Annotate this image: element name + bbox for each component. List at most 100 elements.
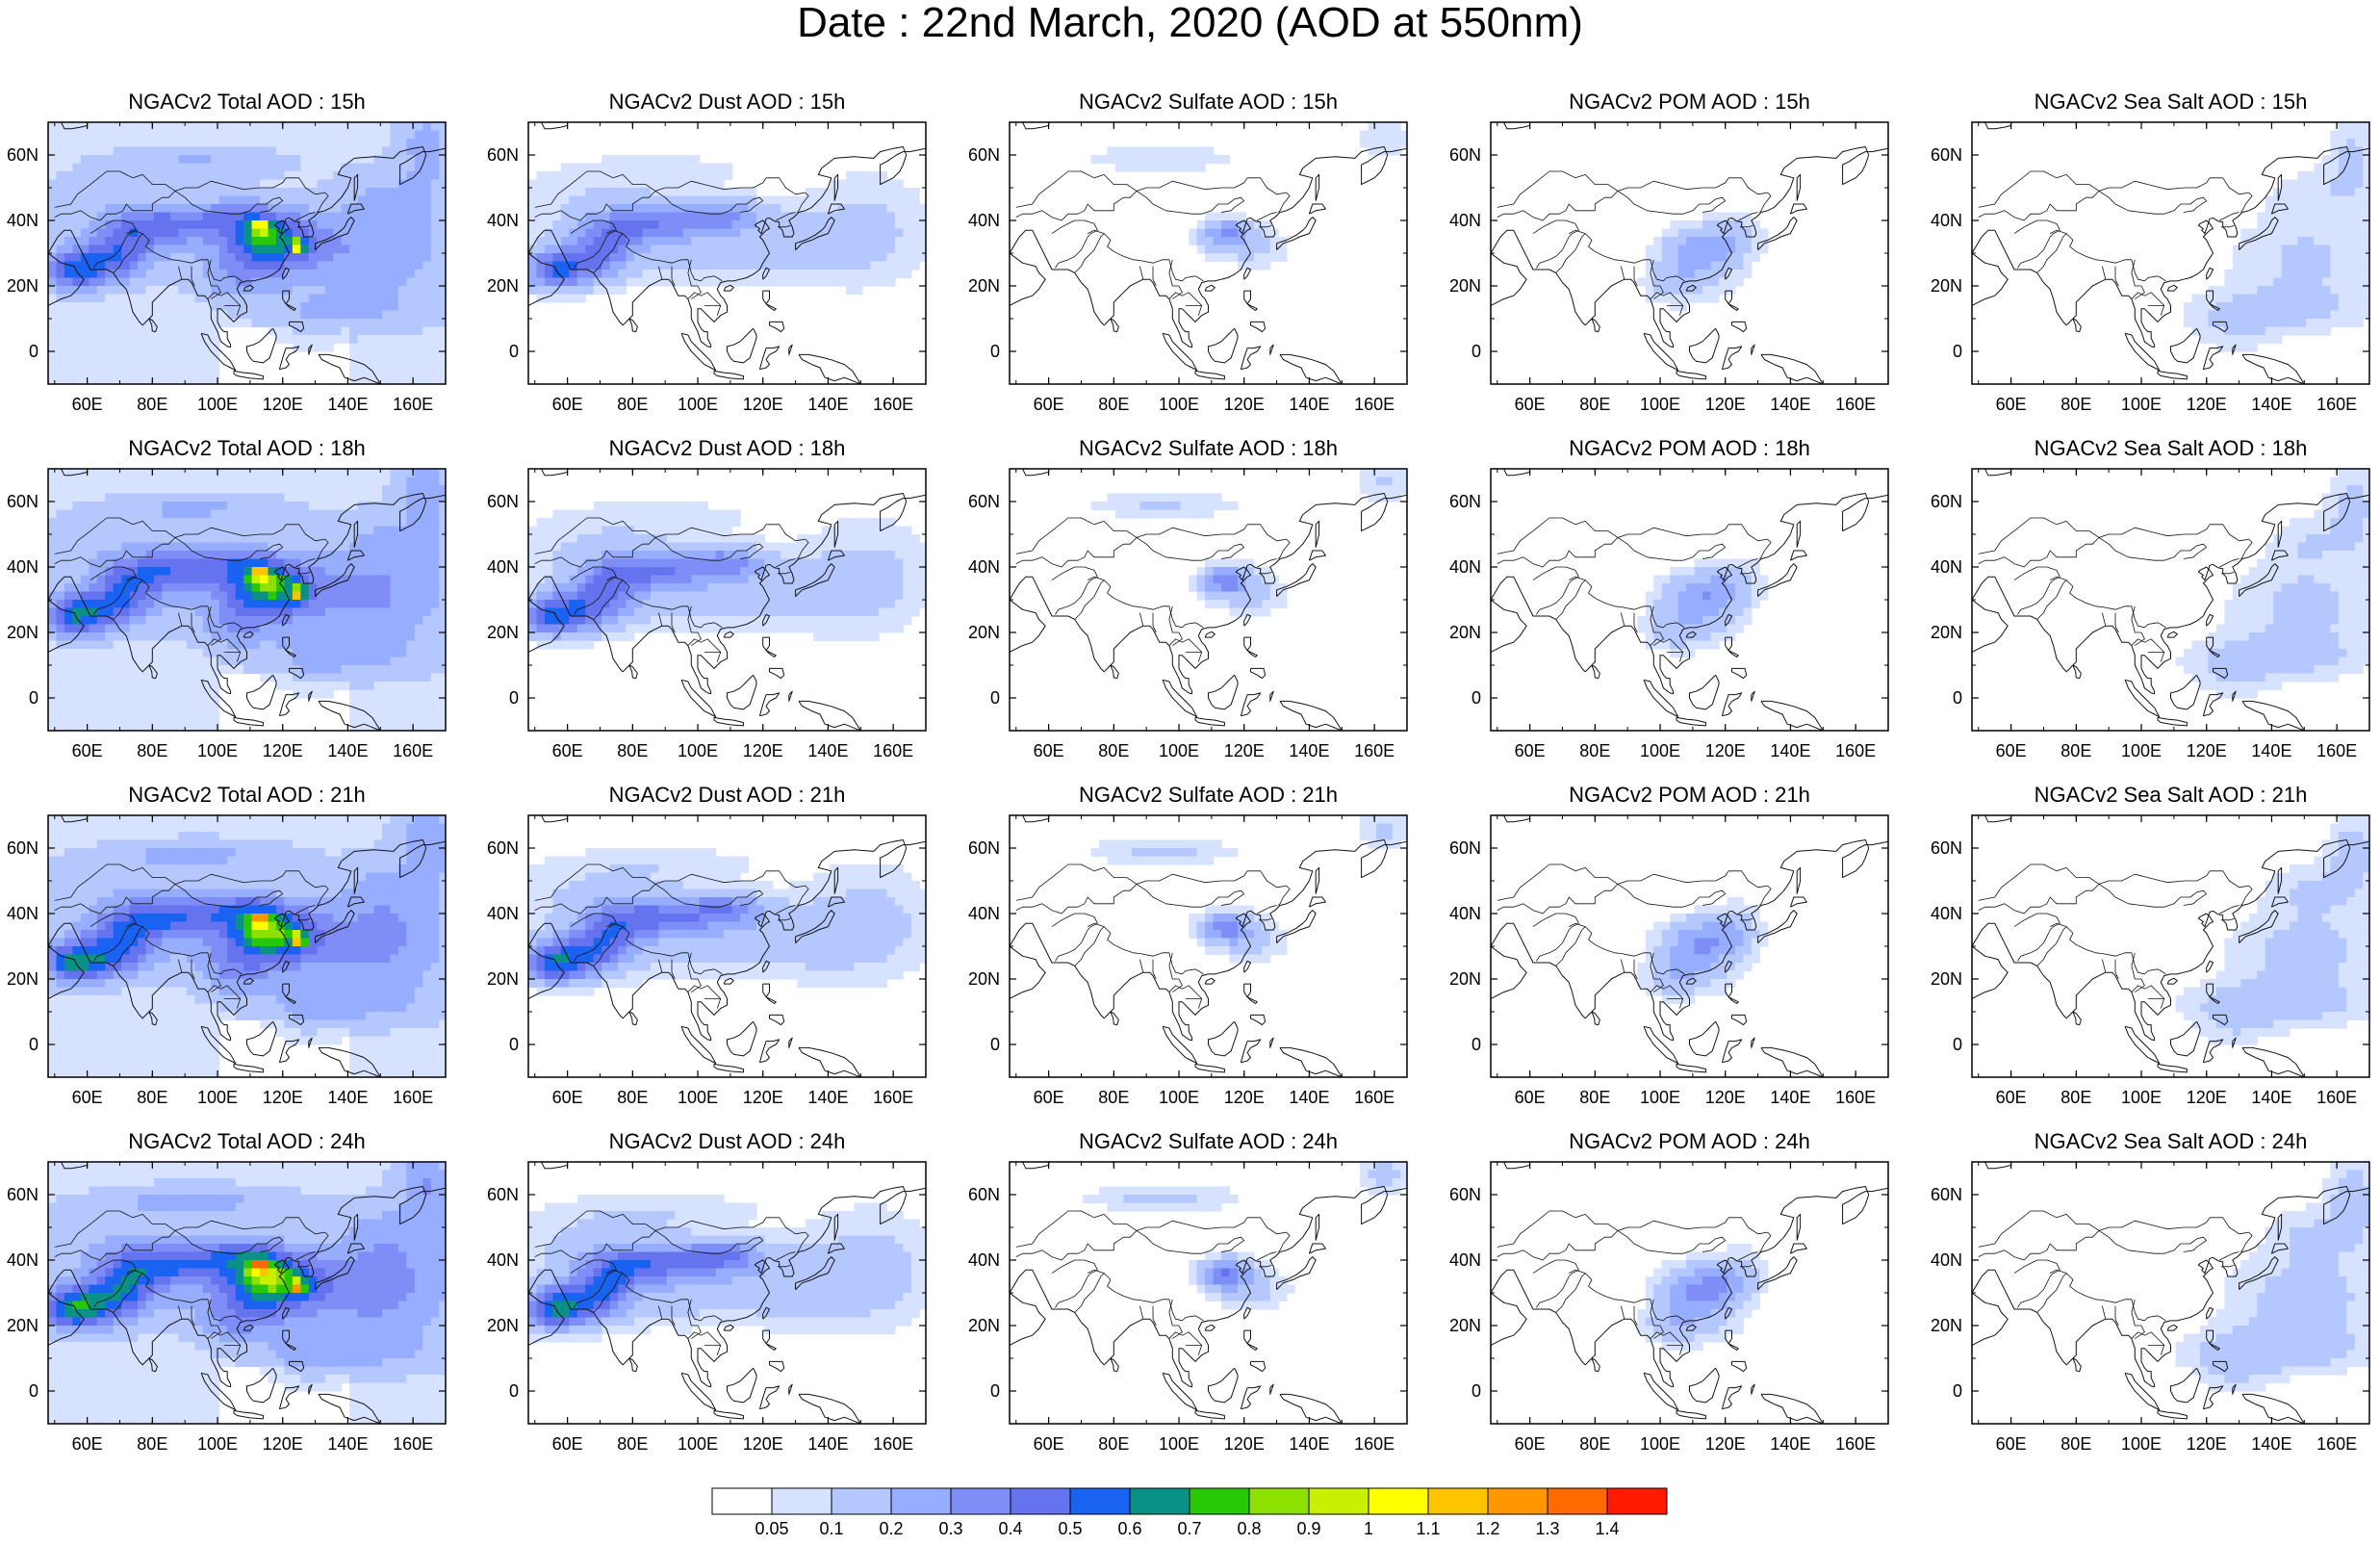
aod-field: [2176, 1162, 2372, 1392]
lon-tick-label: 60E: [1515, 395, 1546, 414]
colorbar-label: 1.2: [1475, 1519, 1499, 1538]
lat-tick-label: 40N: [487, 1250, 519, 1270]
lat-tick-label: 40N: [487, 904, 519, 923]
lat-tick-label: 60N: [487, 492, 519, 511]
lon-tick-label: 160E: [1354, 1088, 1395, 1107]
lon-tick-label: 60E: [1515, 1088, 1546, 1107]
lat-tick-label: 60N: [1449, 145, 1481, 165]
panel-title: NGACv2 Sea Salt AOD : 24h: [1972, 1129, 2369, 1154]
panel-title: NGACv2 Dust AOD : 15h: [528, 90, 926, 115]
lon-tick-label: 100E: [678, 395, 718, 414]
lon-tick-label: 120E: [1705, 1088, 1746, 1107]
lon-tick-label: 100E: [2121, 1434, 2162, 1454]
lon-tick-label: 140E: [327, 741, 368, 760]
aod-field: [2176, 469, 2372, 699]
lat-tick-label: 20N: [487, 969, 519, 989]
panel-title: NGACv2 Total AOD : 21h: [48, 783, 446, 808]
lon-tick-label: 160E: [393, 1434, 433, 1454]
lon-tick-label: 100E: [678, 741, 718, 760]
colorbar-swatch: [1011, 1488, 1070, 1514]
lon-tick-label: 120E: [2187, 1088, 2227, 1107]
lat-tick-label: 40N: [7, 1250, 38, 1270]
lon-tick-label: 140E: [807, 1088, 848, 1107]
lat-tick-label: 20N: [1931, 623, 1962, 642]
aod-field: [1637, 897, 1768, 1004]
lon-tick-label: 160E: [2316, 395, 2357, 414]
colorbar-label: 0.5: [1058, 1519, 1082, 1538]
aod-field: [48, 815, 448, 1078]
lat-tick-label: 20N: [487, 1316, 519, 1335]
colorbar-label: 0.05: [755, 1519, 788, 1538]
lat-tick-label: 20N: [1449, 623, 1481, 642]
lat-tick-label: 60N: [1931, 838, 1962, 858]
lon-tick-label: 60E: [1034, 395, 1064, 414]
colorbar-label: 0.8: [1237, 1519, 1261, 1538]
lat-tick-label: 40N: [1449, 904, 1481, 923]
lon-tick-label: 80E: [137, 395, 167, 414]
lon-tick-label: 100E: [197, 1434, 238, 1454]
lat-tick-label: 20N: [487, 623, 519, 642]
colorbar-swatch: [1369, 1488, 1428, 1514]
lat-tick-label: 60N: [487, 145, 519, 165]
lon-tick-label: 80E: [617, 1434, 648, 1454]
lon-tick-label: 80E: [137, 741, 167, 760]
lon-tick-label: 160E: [2316, 741, 2357, 760]
colorbar-swatch: [1309, 1488, 1369, 1514]
lat-tick-label: 20N: [1931, 969, 1962, 989]
colorbar-label: 1.4: [1595, 1519, 1619, 1538]
lat-tick-label: 0: [509, 1381, 519, 1401]
lon-tick-label: 160E: [393, 1088, 433, 1107]
lat-tick-label: 20N: [968, 1316, 1000, 1335]
lon-tick-label: 100E: [1159, 1088, 1199, 1107]
lon-tick-label: 60E: [1034, 741, 1064, 760]
colorbar-label: 0.6: [1117, 1519, 1141, 1538]
lon-tick-label: 140E: [1289, 395, 1329, 414]
lat-tick-label: 0: [1953, 1035, 1962, 1054]
panel-title: NGACv2 Sulfate AOD : 18h: [1010, 436, 1407, 461]
panel-title: NGACv2 Sulfate AOD : 24h: [1010, 1129, 1407, 1154]
colorbar-label: 0.1: [819, 1519, 843, 1538]
lat-tick-label: 20N: [1449, 1316, 1481, 1335]
lon-tick-label: 60E: [1034, 1434, 1064, 1454]
lat-tick-label: 0: [1953, 1381, 1962, 1401]
figure-title: Date : 22nd March, 2020 (AOD at 550nm): [0, 2, 2380, 44]
aod-field: [1091, 815, 1410, 964]
lat-tick-label: 60N: [1449, 838, 1481, 858]
lon-tick-label: 160E: [1354, 1434, 1395, 1454]
lat-tick-label: 40N: [1931, 557, 1962, 577]
lat-tick-label: 0: [1472, 1381, 1481, 1401]
lon-tick-label: 160E: [873, 741, 913, 760]
colorbar-swatch: [1249, 1488, 1309, 1514]
panel-title: NGACv2 Sea Salt AOD : 21h: [1972, 783, 2369, 808]
colorbar-swatch: [1548, 1488, 1607, 1514]
lat-tick-label: 20N: [1931, 276, 1962, 296]
colorbar-swatch: [1130, 1488, 1190, 1514]
panel-title: NGACv2 Dust AOD : 24h: [528, 1129, 926, 1154]
lat-tick-label: 20N: [7, 969, 38, 989]
aod-field: [1091, 122, 1410, 271]
lat-tick-label: 0: [509, 342, 519, 361]
lon-tick-label: 120E: [2187, 741, 2227, 760]
lon-tick-label: 120E: [1705, 395, 1746, 414]
lon-tick-label: 60E: [72, 1434, 103, 1454]
lon-tick-label: 120E: [2187, 395, 2227, 414]
lat-tick-label: 60N: [1449, 492, 1481, 511]
lat-tick-label: 40N: [487, 211, 519, 230]
lon-tick-label: 160E: [873, 1434, 913, 1454]
lon-tick-label: 60E: [72, 741, 103, 760]
lon-tick-label: 120E: [743, 1088, 783, 1107]
lon-tick-label: 80E: [1579, 395, 1610, 414]
lat-tick-label: 60N: [7, 492, 38, 511]
lat-tick-label: 40N: [1449, 1250, 1481, 1270]
lon-tick-label: 120E: [1224, 395, 1265, 414]
aod-field: [48, 1162, 448, 1425]
lon-tick-label: 80E: [137, 1434, 167, 1454]
lon-tick-label: 60E: [1515, 1434, 1546, 1454]
lon-tick-label: 120E: [743, 741, 783, 760]
lon-tick-label: 60E: [1515, 741, 1546, 760]
lon-tick-label: 60E: [1996, 741, 2027, 760]
